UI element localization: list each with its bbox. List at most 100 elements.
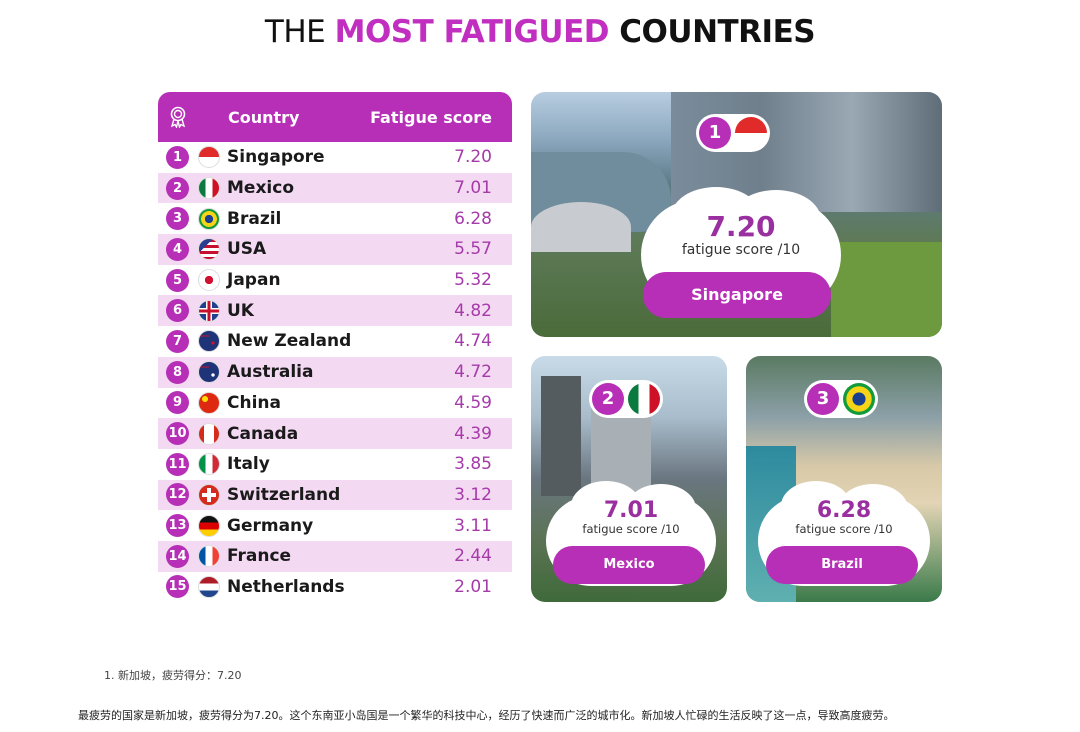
fatigue-score: 7.01 [454, 178, 492, 199]
flag-mexico-icon [198, 177, 220, 200]
rank-number: 13 [166, 514, 189, 538]
flag-china-icon [198, 391, 220, 414]
card-score-label: fatigue score /10 [795, 522, 893, 536]
fatigue-score: 4.59 [454, 392, 492, 413]
rank-number: 10 [166, 422, 189, 446]
country-name: Brazil [227, 208, 282, 229]
flag-germany-icon [198, 514, 220, 537]
country-name: Germany [227, 515, 314, 536]
country-name: Netherlands [227, 576, 345, 597]
country-name: Switzerland [227, 484, 341, 505]
country-name: Japan [227, 270, 281, 291]
flag-switzerland-icon [198, 483, 220, 506]
footnote: 1. 新加坡，疲劳得分：7.20 [104, 669, 242, 682]
rank-number: 6 [166, 299, 189, 323]
card-country-pill: Brazil [766, 546, 918, 584]
flag-new-zealand-icon [198, 330, 220, 353]
card-score: 7.20 [706, 210, 776, 243]
country-name: Italy [227, 454, 270, 475]
flag-brazil-icon [843, 383, 875, 415]
table-header: Country Fatigue score [158, 92, 512, 142]
rank-number: 7 [166, 329, 189, 353]
page-title: THE MOST FATIGUED COUNTRIES [0, 14, 1080, 50]
card-rank-2: 2 7.01 fatigue score /10 Mexico [531, 356, 727, 602]
table-row: 11 Italy 3.85 [158, 449, 512, 480]
description-paragraph: 最疲劳的国家是新加坡，疲劳得分为7.20。这个东南亚小岛国是一个繁华的科技中心，… [78, 709, 895, 722]
flag-brazil-icon [198, 207, 220, 230]
country-name: Mexico [227, 178, 294, 199]
table-row: 14 France 2.44 [158, 540, 512, 572]
rank-number: 2 [166, 176, 189, 200]
table-row: 8 Australia 4.72 [158, 356, 512, 388]
rank-number: 5 [166, 268, 189, 292]
title-highlight: MOST FATIGUED [334, 14, 610, 50]
rank-number: 1 [699, 117, 731, 149]
rank-number: 4 [166, 237, 189, 261]
rank-number: 1 [166, 145, 189, 169]
fatigue-score: 4.39 [454, 423, 492, 444]
rank-badge: 2 [589, 380, 663, 418]
fatigue-score: 5.57 [454, 239, 492, 260]
flag-mexico-icon [628, 383, 660, 415]
card-rank-1: 1 7.20 fatigue score /10 Singapore [531, 92, 942, 337]
fatigue-score: 2.44 [454, 546, 492, 567]
card-score: 7.01 [603, 498, 659, 523]
table-row: 15 Netherlands 2.01 [158, 572, 512, 603]
table-row: 2 Mexico 7.01 [158, 172, 512, 204]
table-row: 9 China 4.59 [158, 388, 512, 419]
fatigue-score: 7.20 [454, 147, 492, 168]
flag-netherlands-icon [198, 575, 220, 598]
table-row: 4 USA 5.57 [158, 234, 512, 265]
flag-italy-icon [198, 453, 220, 476]
rank-badge: 3 [804, 380, 878, 418]
card-score-label: fatigue score /10 [681, 242, 801, 258]
ranking-table: Country Fatigue score 1 Singapore 7.20 2 … [158, 92, 512, 602]
card-score-label: fatigue score /10 [582, 522, 680, 536]
card-country-pill: Singapore [643, 272, 831, 318]
award-ribbon-icon [170, 106, 186, 128]
title-part: COUNTRIES [609, 14, 816, 50]
country-name: France [227, 546, 292, 567]
card-score: 6.28 [816, 498, 872, 523]
rank-badge: 1 [696, 114, 770, 152]
country-name: China [227, 392, 281, 413]
fatigue-score: 3.85 [454, 454, 492, 475]
country-name: UK [227, 300, 254, 321]
flag-canada-icon [198, 422, 220, 445]
table-row: 12 Switzerland 3.12 [158, 479, 512, 511]
rank-number: 3 [807, 383, 839, 415]
country-name: New Zealand [227, 331, 352, 352]
title-part: THE [264, 14, 335, 50]
column-header-country: Country [228, 107, 300, 127]
country-name: Australia [227, 362, 314, 383]
fatigue-score: 4.74 [454, 331, 492, 352]
flag-france-icon [198, 545, 220, 568]
fatigue-score: 2.01 [454, 576, 492, 597]
table-row: 1 Singapore 7.20 [158, 142, 512, 173]
fatigue-score: 4.82 [454, 300, 492, 321]
rank-number: 15 [166, 575, 189, 599]
rank-number: 3 [166, 207, 189, 231]
fatigue-score: 3.11 [454, 515, 492, 536]
rank-number: 9 [166, 391, 189, 415]
column-header-score: Fatigue score [370, 107, 492, 127]
table-row: 5 Japan 5.32 [158, 265, 512, 296]
country-name: Canada [227, 423, 299, 444]
table-row: 13 Germany 3.11 [158, 510, 512, 541]
country-name: USA [227, 239, 267, 260]
flag-uk-icon [198, 299, 220, 322]
rank-number: 8 [166, 360, 189, 384]
flag-japan-icon [198, 269, 220, 292]
flag-singapore-icon [198, 146, 220, 169]
rank-number: 12 [166, 483, 189, 507]
rank-number: 14 [166, 544, 189, 568]
rank-number: 2 [592, 383, 624, 415]
table-row: 6 UK 4.82 [158, 295, 512, 327]
country-name: Singapore [227, 147, 325, 168]
flag-australia-icon [198, 361, 220, 384]
table-row: 3 Brazil 6.28 [158, 203, 512, 234]
fatigue-score: 6.28 [454, 208, 492, 229]
flag-singapore-icon [735, 117, 767, 149]
rank-number: 11 [166, 452, 189, 476]
fatigue-score: 4.72 [454, 362, 492, 383]
